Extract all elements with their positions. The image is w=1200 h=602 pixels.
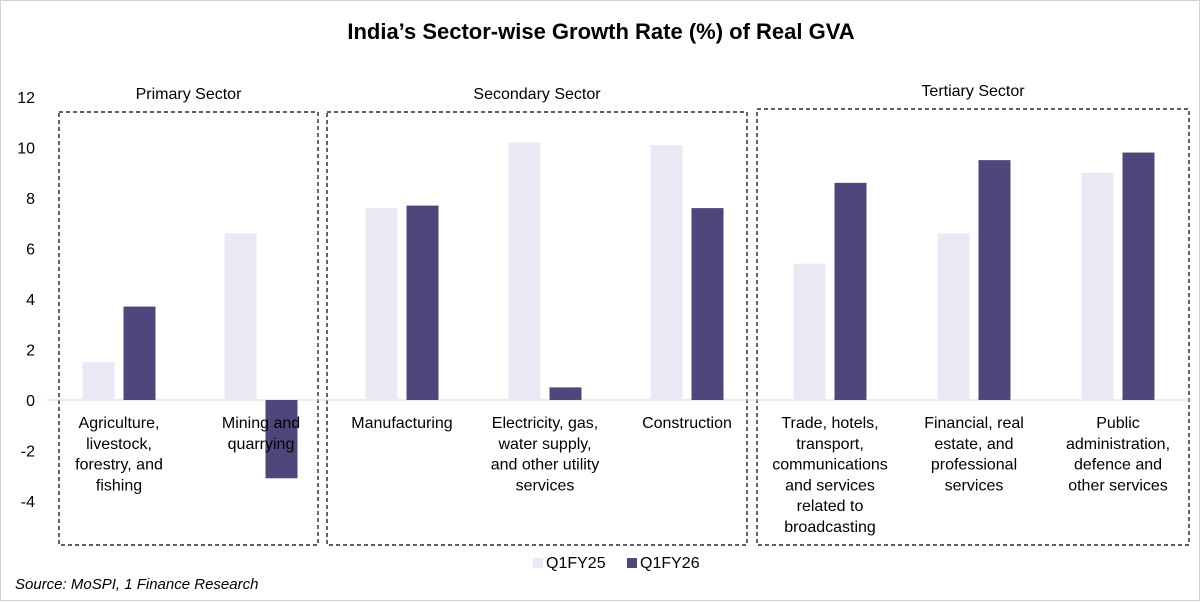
sector-box — [58, 111, 319, 546]
bar-q1fy26 — [123, 306, 156, 400]
bar-q1fy26 — [549, 387, 582, 400]
legend-swatch — [627, 558, 637, 568]
bars — [82, 142, 1155, 479]
sector-groups: Primary Sector Secondary Sector Tertiary S… — [58, 83, 1190, 546]
legend-swatch — [533, 558, 543, 568]
category-label: Manufacturing — [351, 415, 452, 432]
bar-q1fy26 — [834, 182, 867, 400]
sector-label: Tertiary Sector — [921, 83, 1025, 100]
y-tick-label: -2 — [21, 444, 35, 461]
y-tick-label: -4 — [21, 494, 35, 511]
category-label: Construction — [642, 415, 732, 432]
bar-q1fy25 — [1081, 172, 1114, 400]
category-label: Mining and quarrying — [222, 415, 300, 453]
source-note: Source: MoSPI, 1 Finance Research — [15, 576, 258, 593]
chart-title: India’s Sector-wise Growth Rate (%) of R… — [347, 19, 854, 44]
bar-q1fy26 — [978, 160, 1011, 400]
y-tick-label: 12 — [17, 90, 35, 107]
bar-q1fy25 — [82, 362, 115, 400]
bar-q1fy26 — [691, 208, 724, 400]
bar-q1fy25 — [937, 233, 970, 400]
bar-q1fy26 — [265, 400, 298, 479]
y-axis: -4 -2 0 2 4 6 8 10 12 — [17, 90, 1191, 511]
category-label: Agriculture, livestock, forestry, and fishi… — [75, 415, 163, 494]
sector-box — [326, 111, 748, 546]
bar-q1fy26 — [406, 205, 439, 400]
y-tick-label: 6 — [26, 242, 35, 259]
category-label: Electricity, gas, water supply, and other … — [491, 415, 600, 494]
y-tick-label: 0 — [26, 393, 35, 410]
category-label: Financial, real estate, and professional se… — [924, 415, 1024, 494]
y-tick-label: 10 — [17, 141, 35, 158]
bar-q1fy25 — [508, 142, 541, 400]
bar-q1fy25 — [793, 263, 826, 400]
bar-q1fy25 — [650, 144, 683, 400]
bar-q1fy25 — [224, 233, 257, 400]
y-tick-label: 2 — [26, 343, 35, 360]
y-tick-label: 4 — [26, 292, 35, 309]
bar-q1fy26 — [1122, 152, 1155, 400]
legend-label: Q1FY25 — [546, 555, 606, 572]
sector-label: Primary Sector — [136, 86, 242, 103]
category-label: Public administration, defence and other se… — [1066, 415, 1170, 494]
legend: Q1FY25 Q1FY26 — [533, 555, 700, 572]
legend-label: Q1FY26 — [640, 555, 700, 572]
sector-label: Secondary Sector — [473, 86, 601, 103]
bar-q1fy25 — [365, 208, 398, 400]
y-tick-label: 8 — [26, 191, 35, 208]
category-labels: Agriculture, livestock, forestry, and fishi… — [75, 415, 1170, 536]
category-label: Trade, hotels, transport, communications an… — [772, 415, 888, 536]
